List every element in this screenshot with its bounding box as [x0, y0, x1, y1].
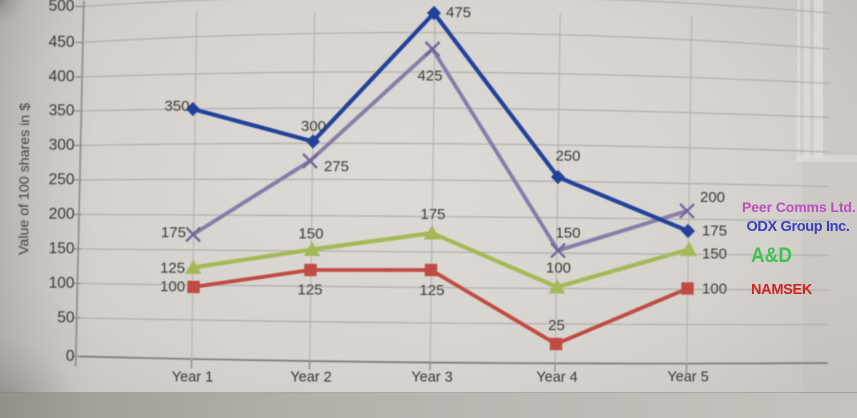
svg-text:Year 3: Year 3: [411, 369, 453, 385]
svg-text:300: 300: [49, 137, 75, 154]
svg-text:150: 150: [702, 245, 727, 262]
svg-text:Year 5: Year 5: [667, 369, 709, 385]
svg-text:250: 250: [49, 171, 75, 188]
svg-text:150: 150: [49, 240, 75, 257]
svg-text:425: 425: [417, 67, 442, 84]
svg-text:250: 250: [555, 147, 580, 164]
svg-text:Value of 100 shares in $: Value of 100 shares in $: [16, 103, 33, 255]
svg-text:175: 175: [420, 206, 445, 223]
svg-text:50: 50: [57, 309, 75, 326]
svg-text:Year 1: Year 1: [172, 369, 214, 385]
svg-text:500: 500: [49, 0, 75, 15]
svg-text:275: 275: [324, 158, 349, 175]
svg-text:200: 200: [700, 189, 725, 206]
svg-text:0: 0: [66, 348, 75, 365]
svg-text:150: 150: [298, 225, 323, 242]
svg-text:475: 475: [446, 4, 471, 21]
svg-text:Year 2: Year 2: [290, 369, 332, 385]
svg-text:300: 300: [301, 118, 326, 135]
svg-text:400: 400: [49, 68, 75, 85]
svg-text:150: 150: [555, 224, 580, 241]
svg-text:350: 350: [164, 98, 189, 115]
svg-text:175: 175: [161, 224, 186, 241]
svg-text:100: 100: [49, 275, 75, 292]
svg-text:25: 25: [548, 317, 565, 334]
svg-text:125: 125: [297, 281, 322, 298]
svg-text:200: 200: [49, 206, 75, 223]
svg-text:125: 125: [160, 260, 185, 277]
svg-text:100: 100: [702, 280, 727, 297]
svg-text:350: 350: [49, 102, 75, 119]
svg-text:Year 4: Year 4: [536, 369, 578, 385]
svg-text:125: 125: [419, 282, 444, 299]
svg-text:175: 175: [702, 222, 727, 239]
svg-text:100: 100: [546, 259, 571, 276]
svg-text:450: 450: [49, 34, 75, 51]
svg-text:100: 100: [160, 278, 185, 295]
